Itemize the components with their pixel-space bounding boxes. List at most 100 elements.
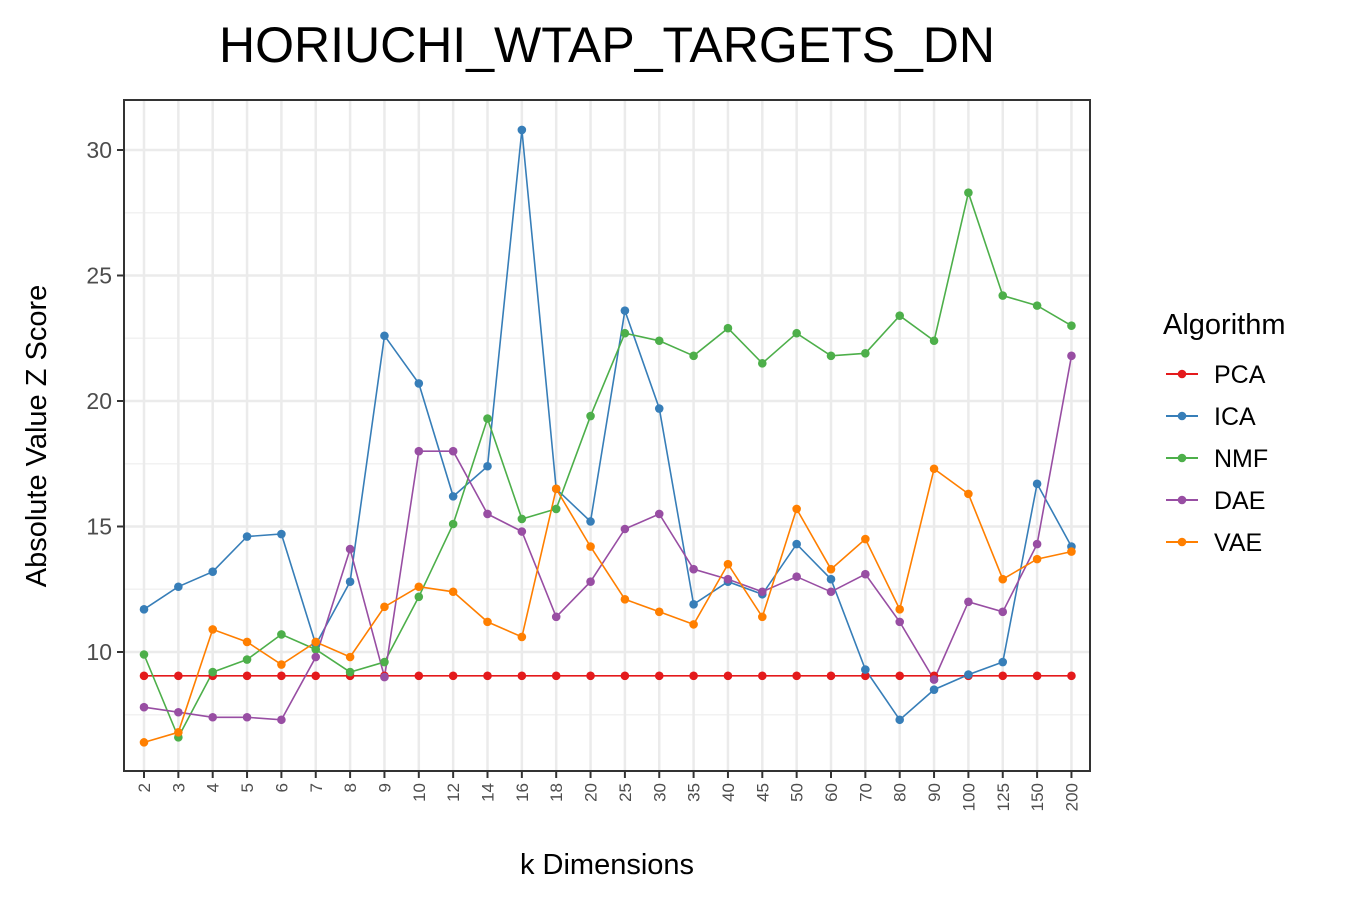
data-point-dae <box>345 544 355 554</box>
data-point-pca <box>242 671 252 681</box>
data-point-dae <box>208 712 217 722</box>
data-point-vae <box>380 602 389 612</box>
data-point-pca <box>448 671 458 681</box>
x-tick-label: 9 <box>375 783 394 792</box>
legend-marker <box>1177 537 1187 547</box>
data-point-nmf <box>654 336 664 346</box>
data-point-vae <box>1067 547 1076 556</box>
data-point-dae <box>654 509 664 519</box>
data-point-vae <box>654 607 664 617</box>
x-tick-label: 60 <box>822 783 841 802</box>
y-tick-label: 25 <box>86 263 112 289</box>
data-point-vae <box>929 464 939 474</box>
data-point-nmf <box>208 667 217 677</box>
data-point-dae <box>620 524 630 534</box>
data-point-nmf <box>1032 301 1042 310</box>
data-point-pca <box>1067 671 1076 681</box>
data-point-pca <box>174 671 183 681</box>
data-point-nmf <box>551 504 561 514</box>
x-tick-label: 100 <box>959 783 978 811</box>
data-point-nmf <box>311 645 321 654</box>
data-point-dae <box>895 617 904 627</box>
x-tick-label: 45 <box>753 783 772 802</box>
legend-label: NMF <box>1214 445 1268 473</box>
legend-label: PCA <box>1214 361 1266 389</box>
data-point-ica <box>277 529 286 539</box>
data-point-vae <box>826 564 836 574</box>
data-point-nmf <box>723 323 733 333</box>
data-point-nmf <box>689 351 698 361</box>
data-point-ica <box>345 577 355 587</box>
data-point-dae <box>964 597 973 607</box>
x-tick-label: 80 <box>891 783 910 802</box>
data-point-pca <box>414 671 424 681</box>
data-point-pca <box>620 671 630 681</box>
x-tick-label: 35 <box>685 783 704 802</box>
x-tick-label: 14 <box>479 783 498 802</box>
data-point-dae <box>483 509 492 519</box>
series-line-vae <box>143 467 1072 744</box>
data-point-dae <box>517 527 527 536</box>
data-point-vae <box>551 484 561 494</box>
data-point-vae <box>277 660 286 669</box>
data-point-dae <box>929 675 939 684</box>
legend-item-ica: ICA <box>1166 403 1256 431</box>
x-tick-label: 125 <box>994 783 1013 811</box>
x-tick-label: 30 <box>650 783 669 802</box>
data-point-vae <box>689 620 698 629</box>
legend-item-pca: PCA <box>1166 361 1266 389</box>
data-point-vae <box>174 728 183 737</box>
x-axis-title: k Dimensions <box>520 849 694 881</box>
legend-marker <box>1177 453 1187 463</box>
legend-item-dae: DAE <box>1166 487 1265 515</box>
data-point-pca <box>758 671 767 681</box>
data-point-vae <box>895 605 904 614</box>
legend-item-nmf: NMF <box>1166 445 1268 473</box>
data-point-dae <box>758 587 767 597</box>
data-point-vae <box>620 594 630 604</box>
data-point-vae <box>723 559 733 569</box>
x-tick-label: 18 <box>547 783 566 802</box>
y-tick-label: 20 <box>86 388 112 414</box>
x-tick-label: 8 <box>341 783 360 792</box>
data-point-dae <box>311 652 321 662</box>
x-tick-label: 10 <box>410 783 429 802</box>
data-point-ica <box>1032 479 1042 489</box>
x-tick-label: 70 <box>856 783 875 802</box>
data-point-ica <box>620 306 630 315</box>
data-point-ica <box>380 331 389 341</box>
data-point-nmf <box>998 291 1008 300</box>
data-point-nmf <box>964 188 973 197</box>
data-point-pca <box>586 671 595 681</box>
data-point-pca <box>483 671 492 681</box>
data-point-vae <box>586 542 595 551</box>
x-tick-label: 16 <box>513 783 532 802</box>
data-point-ica <box>689 600 698 609</box>
data-point-ica <box>792 539 801 549</box>
data-point-vae <box>998 574 1008 584</box>
data-point-dae <box>586 577 595 587</box>
x-tick-label: 40 <box>719 783 738 802</box>
data-point-pca <box>723 671 733 681</box>
legend-title: Algorithm <box>1163 309 1286 341</box>
data-point-nmf <box>483 414 492 423</box>
x-tick-label: 200 <box>1062 783 1081 811</box>
data-point-vae <box>311 637 321 647</box>
data-point-pca <box>689 671 698 681</box>
data-point-nmf <box>826 351 836 361</box>
data-point-nmf <box>380 657 389 667</box>
data-point-nmf <box>861 349 870 358</box>
data-point-dae <box>380 672 389 682</box>
series-line-ica <box>143 129 1073 721</box>
series-line-nmf <box>143 189 1072 740</box>
x-tick-label: 4 <box>204 783 223 792</box>
plot-background <box>124 100 1090 771</box>
data-point-vae <box>414 582 424 592</box>
data-point-ica <box>414 379 424 388</box>
data-point-nmf <box>414 592 424 602</box>
data-point-nmf <box>586 411 595 421</box>
data-point-nmf <box>758 359 767 368</box>
data-point-vae <box>758 612 767 622</box>
x-tick-label: 7 <box>307 783 326 792</box>
